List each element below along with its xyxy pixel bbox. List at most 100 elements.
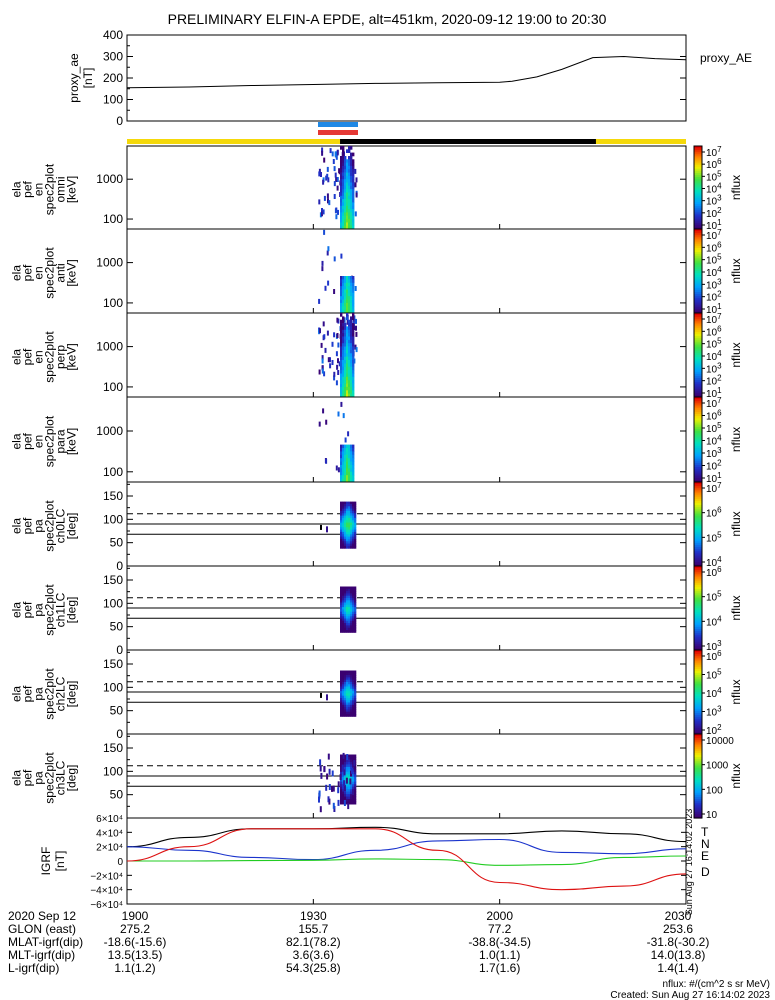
igrf-legend-D: D [701,865,710,879]
flux-pixel [346,343,349,347]
flux-pixel [346,309,349,313]
flux-pixel [350,316,353,321]
flux-pixel [350,350,353,354]
flux-pixel [342,468,345,473]
flux-pixel [350,538,353,542]
flux-pixel [354,595,357,599]
colorbar-step [694,202,702,205]
panel-frame [126,145,687,230]
flux-pixel [335,465,338,471]
flux-pixel [352,757,355,760]
flux-pixel [331,360,334,365]
flux-pixel [350,356,353,361]
colorbar-step [694,424,702,428]
flux-pixel [348,764,351,768]
flux-pixel [342,595,345,599]
flux-pixel [354,604,357,608]
colorbar-step [694,580,702,584]
colorbar-step [694,401,702,404]
flux-pixel [346,614,349,617]
footer-value: -31.8(-30.2) [647,935,710,949]
flux-pixel [322,321,325,327]
flux-pixel [340,390,343,394]
flux-pixel [344,296,347,300]
flux-pixel [342,397,344,401]
colorbar-step [694,179,702,182]
colorbar-step [694,738,702,741]
flux-pixel [342,684,345,688]
flux-pixel [348,179,351,183]
flux-pixel [344,791,347,795]
colorbar-step [694,177,702,180]
colorbar-step [694,166,702,170]
flux-pixel [350,393,353,397]
footer-value: 253.6 [663,922,693,936]
flux-pixel [348,543,351,547]
flux-pixel [340,591,343,594]
flux-pixel [346,600,349,604]
flux-pixel [321,266,324,272]
flux-pixel [344,524,347,528]
flux-pixel [348,393,351,397]
flux-pixel [352,602,355,606]
flux-pixel [354,616,357,620]
flux-pixel [342,175,345,180]
flux-pixel [326,694,328,701]
colorbar-step [694,376,702,379]
proxy-ae-ytick-label: 400 [103,28,123,42]
flux-pixel [334,151,337,157]
colorbar-step [694,563,702,567]
flux-pixel [340,534,343,538]
panel-ylabel-line: spec2plot [43,752,57,804]
flux-pixel [340,604,343,608]
flux-pixel [346,363,349,368]
colorbar-step [694,465,702,468]
flux-pixel [347,431,350,437]
flux-pixel [348,323,351,327]
colorbar-step [694,744,702,748]
flux-pixel [342,688,345,692]
colorbar-step [694,367,702,371]
flux-pixel [352,179,355,183]
flux-pixel [348,623,351,626]
flux-pixel [344,448,347,452]
colorbar-step [694,767,702,771]
flux-pixel [344,534,347,538]
flux-pixel [348,222,351,227]
flux-pixel [342,600,345,604]
panel-ylabel-line: spec2plot [43,331,57,383]
colorbar-step [694,811,702,815]
flux-pixel [348,302,351,307]
colorbar-step [694,252,702,255]
flux-pixel [340,350,343,354]
panel-ylabel-line: ch2LC [54,676,68,711]
flux-pixel [340,693,343,697]
proxy-ae-line [126,55,687,89]
flux-pixel [350,764,353,768]
colorbar-step [694,237,702,241]
flux-pixel [348,538,351,542]
flux-pixel [342,383,345,388]
flux-pixel [348,529,351,533]
flux-pixel [352,586,355,590]
flux-pixel [350,482,352,486]
flux-pixel [352,506,355,510]
flux-pixel [354,614,357,617]
colorbar-step [694,204,702,207]
colorbar-step [694,526,702,529]
flux-pixel [352,686,355,690]
panel-ylabel-line: [keV] [65,176,79,203]
flux-pixel [344,672,347,676]
flux-pixel [352,766,355,770]
flux-pixel [344,189,347,193]
colorbar-step [694,392,702,396]
colorbar-step [694,727,702,731]
flux-pixel [326,193,329,199]
flux-pixel [340,448,343,452]
flux-pixel [352,693,355,697]
colorbar-step [694,271,702,274]
colorbar-step [694,183,702,186]
flux-pixel [344,346,347,351]
flux-pixel [348,595,351,599]
units-note: nflux: #/(cm^2 s sr MeV) [663,979,771,990]
